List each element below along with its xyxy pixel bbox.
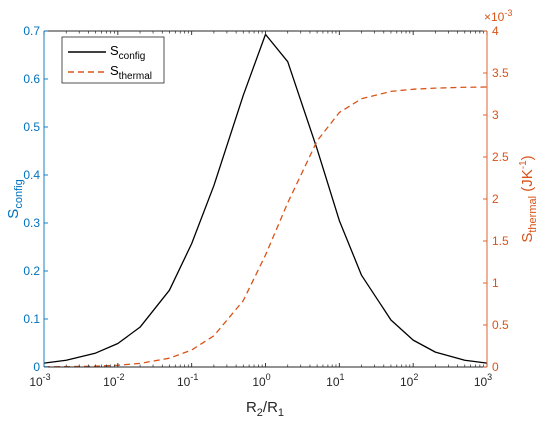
x-tick-label-2: 10-1 <box>177 372 198 389</box>
legend-box <box>61 36 165 84</box>
x-tick-label-5: 102 <box>400 372 418 389</box>
left-axis-label: Sconfig <box>5 179 25 218</box>
right-tick-label-5: 2.5 <box>492 150 509 164</box>
left-tick-label-5: 0.5 <box>23 120 40 134</box>
x-tick-label-1: 10-2 <box>103 372 124 389</box>
x-axis-label: R2/R1 <box>246 399 284 419</box>
legend-entry-sconfig: Sconfig <box>110 43 145 62</box>
axes: 10-3 10-2 10-1 100 101 102 10300.10.20.30.40.5… <box>23 24 509 389</box>
left-tick-label-6: 0.6 <box>23 72 40 86</box>
left-tick-label-2: 0.2 <box>23 264 40 278</box>
left-tick-label-1: 0.1 <box>23 312 40 326</box>
right-tick-label-8: 4 <box>492 24 499 38</box>
legend: Sconfig Sthermal <box>61 36 165 84</box>
right-tick-label-1: 0.5 <box>492 318 509 332</box>
x-tick-label-3: 100 <box>252 372 270 389</box>
left-tick-label-3: 0.3 <box>23 216 40 230</box>
right-tick-label-6: 3 <box>492 108 499 122</box>
right-tick-label-2: 1 <box>492 276 499 290</box>
plot-background <box>44 31 487 367</box>
right-tick-label-7: 3.5 <box>492 66 509 80</box>
right-tick-label-3: 1.5 <box>492 234 509 248</box>
right-axis-label: Sthermal (JK-1) <box>518 155 539 242</box>
legend-entry-sthermal: Sthermal <box>110 63 152 82</box>
right-tick-label-4: 2 <box>492 192 499 206</box>
left-tick-label-4: 0.4 <box>23 168 40 182</box>
x-tick-label-6: 103 <box>474 372 492 389</box>
right-tick-label-0: 0 <box>492 360 499 374</box>
x-tick-label-4: 101 <box>326 372 344 389</box>
left-tick-label-7: 0.7 <box>23 24 40 38</box>
right-axis-multiplier: ×10-3 <box>484 8 512 24</box>
left-tick-label-0: 0 <box>33 360 40 374</box>
x-tick-label-0: 10-3 <box>29 372 50 389</box>
